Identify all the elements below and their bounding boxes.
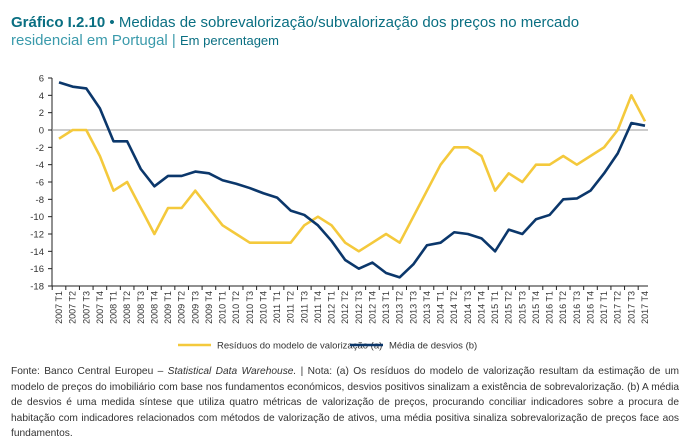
x-tick-label: 2007 T4 (95, 291, 105, 324)
x-tick-label: 2013 T1 (381, 291, 391, 324)
y-tick-label: 6 (39, 74, 44, 85)
x-tick-label: 2014 T3 (463, 291, 473, 324)
x-tick-label: 2010 T3 (245, 291, 255, 324)
x-tick-label: 2008 T3 (136, 291, 146, 324)
x-tick-label: 2015 T2 (504, 291, 514, 324)
footnote-source-name: Statistical Data Warehouse. (167, 366, 297, 377)
x-tick-label: 2014 T1 (436, 291, 446, 324)
y-tick-label: -4 (36, 160, 44, 171)
y-tick-label: 4 (39, 91, 44, 102)
x-tick-label: 2012 T3 (354, 291, 364, 324)
x-tick-label: 2009 T2 (177, 291, 187, 324)
legend-label: Média de desvios (b) (389, 341, 477, 352)
series-line-1 (58, 94, 647, 253)
x-tick-label: 2010 T1 (218, 291, 228, 324)
y-tick-label: -10 (30, 212, 44, 223)
line-chart: 6 4 2 0 -2 -4 -6 -8 -10 -12 -14 -16 -18 2007 T1 2007 T… (30, 74, 650, 352)
x-tick-label: 2011 T4 (313, 291, 323, 323)
unit-label: Em percentagem (180, 33, 279, 48)
series-line-2 (58, 81, 646, 279)
x-tick-label: 2015 T1 (490, 291, 500, 324)
x-tick-label: 2016 T4 (585, 291, 595, 324)
figure-label: Gráfico I.2.10 (11, 14, 106, 31)
x-tick-label: 2011 T3 (299, 291, 309, 323)
x-tick-label: 2017 T1 (599, 291, 609, 324)
footnote-note: | Nota: (a) Os resíduos do modelo de val… (11, 366, 679, 439)
x-tick-label: 2013 T4 (422, 291, 432, 324)
x-tick-label: 2015 T3 (517, 291, 527, 324)
y-tick-label: -6 (36, 178, 44, 189)
x-tick-label: 2007 T1 (54, 291, 64, 324)
title-line2: residencial em Portugal (11, 32, 168, 49)
x-tick-label: 2009 T3 (190, 291, 200, 324)
chart-title: Gráfico I.2.10 • Medidas de sobrevaloriz… (11, 14, 579, 50)
x-tick-label: 2014 T4 (476, 291, 486, 324)
x-tick-label: 2011 T2 (286, 291, 296, 323)
x-tick-label: 2016 T1 (545, 291, 555, 324)
x-tick-label: 2013 T3 (408, 291, 418, 324)
x-tick-label: 2012 T4 (367, 291, 377, 324)
y-tick-label: 0 (39, 126, 44, 137)
x-tick-label: 2016 T2 (558, 291, 568, 324)
x-tick-label: 2017 T2 (613, 291, 623, 324)
y-tick-label: -12 (30, 230, 44, 241)
title-separator: | (171, 32, 176, 49)
title-text: Medidas de sobrevalorização/subvalorizaç… (118, 14, 580, 31)
x-tick-label: 2012 T2 (340, 291, 350, 324)
x-tick-label: 2017 T4 (640, 291, 650, 324)
x-tick-label: 2009 T4 (204, 291, 214, 324)
y-tick-label: -14 (30, 247, 44, 258)
x-tick-label: 2010 T2 (231, 291, 241, 324)
x-tick-label: 2009 T1 (163, 291, 173, 324)
x-tick-label: 2014 T2 (449, 291, 459, 324)
y-tick-label: -8 (36, 195, 44, 206)
x-tick-label: 2015 T4 (531, 291, 541, 324)
x-tick-label: 2007 T3 (81, 291, 91, 324)
y-tick-label: -16 (30, 264, 44, 275)
x-tick-label: 2017 T3 (626, 291, 636, 324)
x-tick-label: 2007 T2 (68, 291, 78, 324)
footnote-source: Fonte: Banco Central Europeu – (11, 366, 168, 377)
title-bullet: • (109, 14, 115, 31)
x-tick-label: 2016 T3 (572, 291, 582, 324)
y-tick-label: 2 (39, 108, 44, 119)
x-tick-label: 2008 T4 (149, 291, 159, 324)
x-tick-label: 2008 T1 (109, 291, 119, 324)
y-tick-label: -2 (36, 143, 44, 154)
footnote: Fonte: Banco Central Europeu – Statistic… (11, 364, 679, 442)
x-tick-label: 2011 T1 (272, 291, 282, 323)
x-tick-label: 2010 T4 (258, 291, 268, 324)
x-tick-label: 2008 T2 (122, 291, 132, 324)
y-tick-label: -18 (30, 282, 44, 293)
legend-label: Resíduos do modelo de valorização (a) (217, 341, 382, 352)
x-tick-label: 2013 T2 (395, 291, 405, 324)
x-tick-label: 2012 T1 (327, 291, 337, 324)
